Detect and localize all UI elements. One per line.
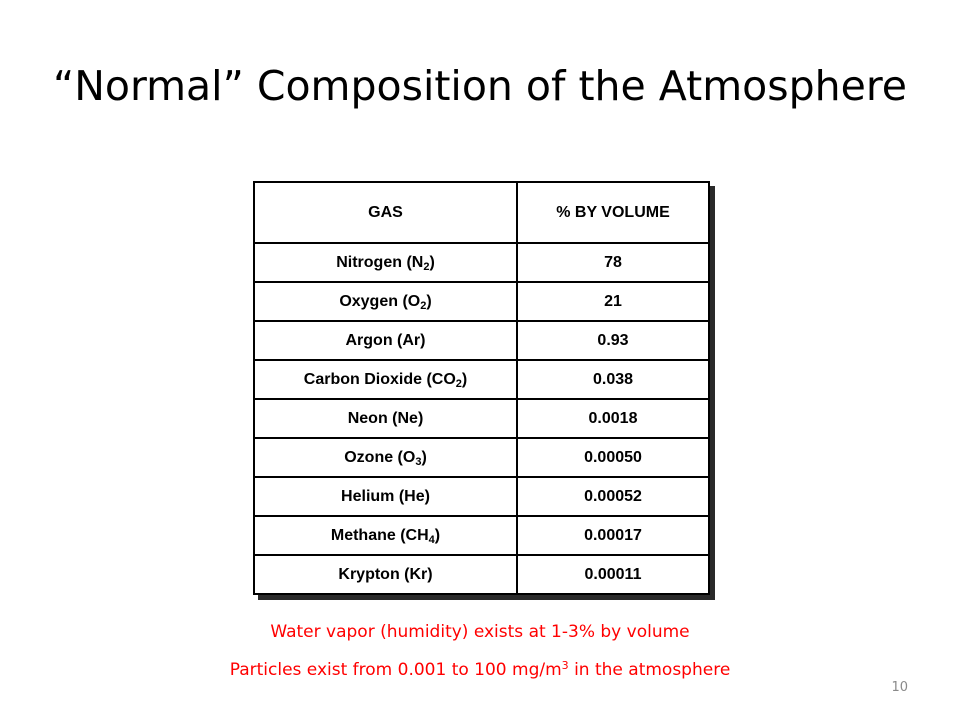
gas-column-header: GAS <box>253 181 518 244</box>
gas-name-cell: Krypton (Kr) <box>253 554 518 595</box>
gas-name: Ozone (O <box>344 448 416 466</box>
gas-name: Carbon Dioxide (CO <box>303 370 456 388</box>
gas-name-cell: Methane (CH4) <box>253 515 518 556</box>
gas-name: Oxygen (O <box>339 292 421 310</box>
table-row: Methane (CH4) 0.00017 <box>253 515 710 556</box>
volume-percent-cell: 21 <box>516 281 710 322</box>
gas-name: Neon (Ne) <box>347 409 424 427</box>
gas-name-cell: Oxygen (O2) <box>253 281 518 322</box>
gas-formula-subscript: 4 <box>428 533 435 546</box>
table-row: Krypton (Kr) 0.00011 <box>253 554 710 595</box>
gas-name-cell: Nitrogen (N2) <box>253 242 518 283</box>
gas-name-cell: Carbon Dioxide (CO2) <box>253 359 518 400</box>
particles-note-superscript: 3 <box>561 659 569 672</box>
gas-name-cell: Ozone (O3) <box>253 437 518 478</box>
gas-name-suffix: ) <box>461 370 468 388</box>
gas-name-cell: Argon (Ar) <box>253 320 518 361</box>
gas-name-suffix: ) <box>421 448 427 466</box>
gas-name: Krypton (Kr) <box>338 565 433 583</box>
volume-percent-cell: 78 <box>516 242 710 283</box>
gas-composition-table: GAS % BY VOLUME Nitrogen (N2) 78 Oxygen (O… <box>253 181 710 595</box>
particles-note: Particles exist from 0.001 to 100 mg/m3 … <box>0 660 960 680</box>
table-row: Argon (Ar) 0.93 <box>253 320 710 361</box>
particles-note-text: Particles exist from 0.001 to 100 mg/m <box>229 660 562 680</box>
gas-formula-subscript: 2 <box>420 299 427 312</box>
gas-name-suffix: ) <box>434 526 441 544</box>
table-row: Oxygen (O2) 21 <box>253 281 710 322</box>
table-row: Neon (Ne) 0.0018 <box>253 398 710 439</box>
gas-name: Methane (CH <box>330 526 429 544</box>
gas-name-cell: Neon (Ne) <box>253 398 518 439</box>
gas-formula-subscript: 2 <box>455 377 462 390</box>
table-body: Nitrogen (N2) 78 Oxygen (O2) 21 Argon (Ar) 0.… <box>253 242 710 595</box>
gas-name-suffix: ) <box>429 253 435 271</box>
volume-percent-cell: 0.00052 <box>516 476 710 517</box>
volume-percent-cell: 0.0018 <box>516 398 710 439</box>
gas-formula-subscript: 2 <box>423 260 430 273</box>
table-row: Ozone (O3) 0.00050 <box>253 437 710 478</box>
volume-percent-cell: 0.93 <box>516 320 710 361</box>
table-header-row: GAS % BY VOLUME <box>253 181 710 244</box>
volume-percent-cell: 0.00017 <box>516 515 710 556</box>
volume-percent-cell: 0.00050 <box>516 437 710 478</box>
gas-formula-subscript: 3 <box>415 455 422 468</box>
slide-number: 10 <box>891 680 908 695</box>
volume-column-header: % BY VOLUME <box>516 181 710 244</box>
water-vapor-note: Water vapor (humidity) exists at 1-3% by… <box>270 622 690 642</box>
gas-name: Helium (He) <box>341 487 430 505</box>
table-row: Carbon Dioxide (CO2) 0.038 <box>253 359 710 400</box>
gas-name-suffix: ) <box>426 292 432 310</box>
slide-title: “Normal” Composition of the Atmosphere <box>52 62 907 110</box>
gas-name-cell: Helium (He) <box>253 476 518 517</box>
table-row: Helium (He) 0.00052 <box>253 476 710 517</box>
gas-name: Nitrogen (N <box>336 253 424 271</box>
volume-percent-cell: 0.038 <box>516 359 710 400</box>
gas-name: Argon (Ar) <box>345 331 426 349</box>
table-row: Nitrogen (N2) 78 <box>253 242 710 283</box>
particles-note-text-end: in the atmosphere <box>568 660 731 680</box>
volume-percent-cell: 0.00011 <box>516 554 710 595</box>
